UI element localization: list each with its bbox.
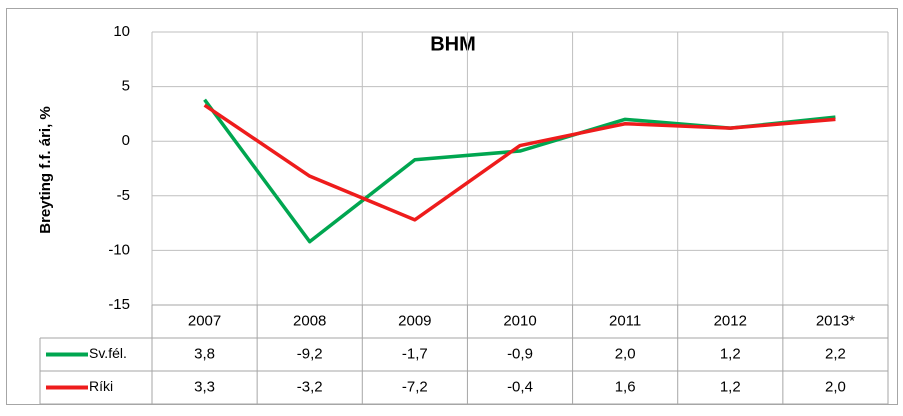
series-line	[203, 103, 836, 222]
data-label: 1,2	[720, 378, 741, 395]
x-tick-label: 2007	[188, 312, 221, 329]
data-label: 2,0	[615, 345, 636, 362]
y-tick-label: -5	[117, 187, 130, 204]
x-tick-label: 2011	[609, 312, 641, 329]
data-label: 2,0	[825, 378, 846, 395]
legend-label: Ríki	[89, 378, 113, 394]
data-label: -3,2	[297, 378, 323, 395]
x-tick-label: 2012	[714, 312, 747, 329]
legend-label: Sv.fél.	[89, 345, 127, 361]
y-tick-label: 0	[122, 132, 130, 149]
y-tick-label: 10	[113, 23, 130, 40]
data-label: 1,6	[615, 378, 636, 395]
y-tick-label: -15	[108, 296, 130, 313]
data-label: -1,7	[402, 345, 428, 362]
data-label: 3,8	[194, 345, 215, 362]
y-axis-label: Breyting f.f. ári, %	[37, 106, 54, 234]
data-label: -7,2	[402, 378, 428, 395]
x-tick-label: 2009	[398, 312, 431, 329]
chart-border	[6, 8, 898, 405]
data-label: -0,4	[507, 378, 533, 395]
data-label: -0,9	[507, 345, 533, 362]
data-label: 3,3	[194, 378, 215, 395]
y-tick-label: -10	[108, 241, 130, 258]
data-label: 2,2	[825, 345, 846, 362]
y-tick-label: 5	[122, 78, 130, 95]
chart-title: BHM	[430, 33, 476, 55]
x-tick-label: 2013*	[816, 312, 855, 329]
x-tick-label: 2008	[293, 312, 326, 329]
data-label: 1,2	[720, 345, 741, 362]
data-label: -9,2	[297, 345, 323, 362]
x-tick-label: 2010	[503, 312, 536, 329]
